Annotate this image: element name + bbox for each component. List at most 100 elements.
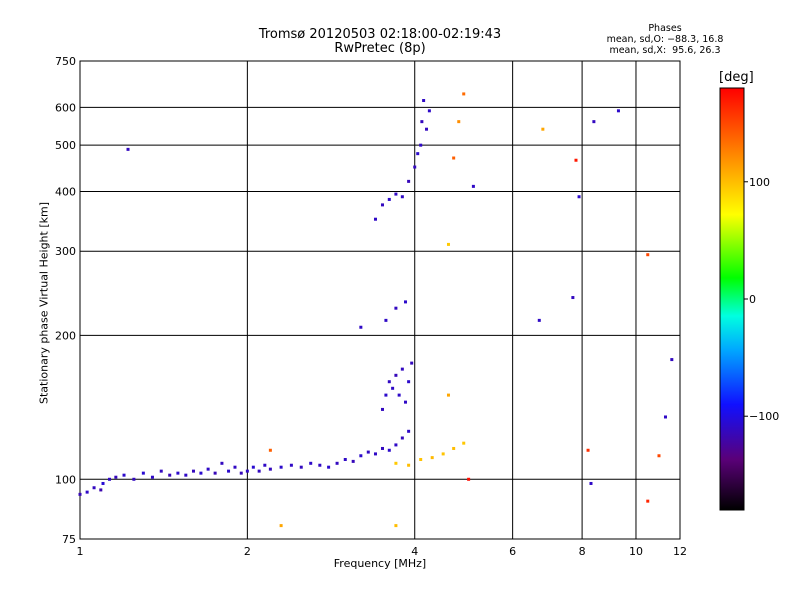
data-point	[407, 429, 411, 433]
data-point	[233, 465, 237, 469]
data-point	[422, 99, 426, 103]
data-point	[239, 471, 243, 475]
data-point	[380, 446, 384, 450]
data-point	[327, 465, 331, 469]
data-point	[410, 361, 414, 365]
data-point	[616, 109, 620, 113]
data-point	[99, 488, 103, 492]
data-point	[394, 373, 398, 377]
data-point	[122, 473, 126, 477]
data-point	[404, 400, 408, 404]
data-point	[430, 456, 434, 460]
data-point	[407, 463, 411, 467]
data-point	[541, 127, 545, 131]
data-point	[380, 407, 384, 411]
data-point	[101, 481, 105, 485]
data-point	[446, 393, 450, 397]
data-point	[257, 469, 261, 473]
data-point	[394, 461, 398, 465]
data-point	[452, 156, 456, 160]
data-point	[427, 109, 431, 113]
data-point	[132, 477, 136, 481]
data-point	[380, 203, 384, 207]
data-point	[387, 380, 391, 384]
colorbar-tick-label: 0	[749, 293, 756, 306]
phases-heading: Phases	[648, 23, 682, 34]
data-point	[592, 120, 596, 124]
data-point	[245, 469, 249, 473]
data-point	[343, 457, 347, 461]
y-tick-label: 300	[55, 245, 76, 258]
chart-subtitle: RwPretec (8p)	[334, 41, 426, 56]
data-point	[425, 127, 429, 131]
data-point	[416, 152, 420, 156]
data-point	[78, 492, 82, 496]
data-point	[420, 120, 424, 124]
y-tick-label: 200	[55, 329, 76, 342]
data-point	[191, 469, 195, 473]
y-tick-label: 600	[55, 101, 76, 114]
data-point	[394, 524, 398, 528]
data-point	[159, 469, 163, 473]
x-tick-labels: 1 2 4 6 8 10 12	[77, 545, 688, 558]
data-point	[397, 393, 401, 397]
data-point	[407, 179, 411, 183]
data-point	[168, 473, 172, 477]
data-point	[289, 463, 293, 467]
data-point	[176, 471, 180, 475]
data-point	[400, 195, 404, 199]
x-tick-label: 1	[77, 545, 84, 558]
x-tick-label: 4	[411, 545, 418, 558]
plot-frame	[79, 60, 681, 540]
data-point	[537, 318, 541, 322]
data-point	[227, 469, 231, 473]
data-point	[213, 471, 217, 475]
data-point	[299, 465, 303, 469]
data-point	[452, 446, 456, 450]
colorbar-title: [deg]	[719, 70, 754, 85]
data-point	[387, 197, 391, 201]
data-point	[220, 461, 224, 465]
data-point	[251, 465, 255, 469]
data-point	[467, 477, 471, 481]
chart-title: Tromsø 20120503 02:18:00-02:19:43	[258, 27, 502, 42]
data-point	[351, 459, 355, 463]
data-point	[646, 253, 650, 257]
colorbar-ticks: 100 0 −100	[744, 176, 779, 423]
data-point	[108, 477, 112, 481]
data-point	[126, 147, 130, 151]
data-point	[441, 452, 445, 456]
data-point	[184, 473, 188, 477]
data-point	[206, 467, 210, 471]
data-point	[394, 306, 398, 310]
data-point	[366, 450, 370, 454]
data-point	[199, 471, 203, 475]
data-point	[646, 499, 650, 503]
y-tick-label: 75	[62, 533, 76, 546]
phases-o-mode: mean, sd,O: −88.3, 16.8	[606, 34, 724, 45]
data-point	[141, 471, 145, 475]
data-point	[384, 318, 388, 322]
x-tick-label: 6	[509, 545, 516, 558]
data-point	[586, 448, 590, 452]
data-point	[263, 463, 267, 467]
data-point	[419, 143, 423, 147]
phases-x-mode: mean, sd,X: 95.6, 26.3	[609, 45, 721, 56]
data-point	[407, 380, 411, 384]
data-point	[446, 242, 450, 246]
data-point	[359, 454, 363, 458]
data-point	[413, 165, 417, 169]
y-tick-labels: 75 100 200 300 400 500 600 750	[55, 55, 76, 546]
data-point	[279, 524, 283, 528]
data-point	[394, 192, 398, 196]
data-point	[400, 436, 404, 440]
data-point	[114, 475, 118, 479]
data-point	[391, 386, 395, 390]
data-point	[670, 358, 674, 362]
data-point	[574, 158, 578, 162]
data-point	[268, 467, 272, 471]
data-point	[359, 325, 363, 329]
x-tick-label: 12	[673, 545, 687, 558]
y-tick-label: 100	[55, 473, 76, 486]
data-point	[400, 367, 404, 371]
